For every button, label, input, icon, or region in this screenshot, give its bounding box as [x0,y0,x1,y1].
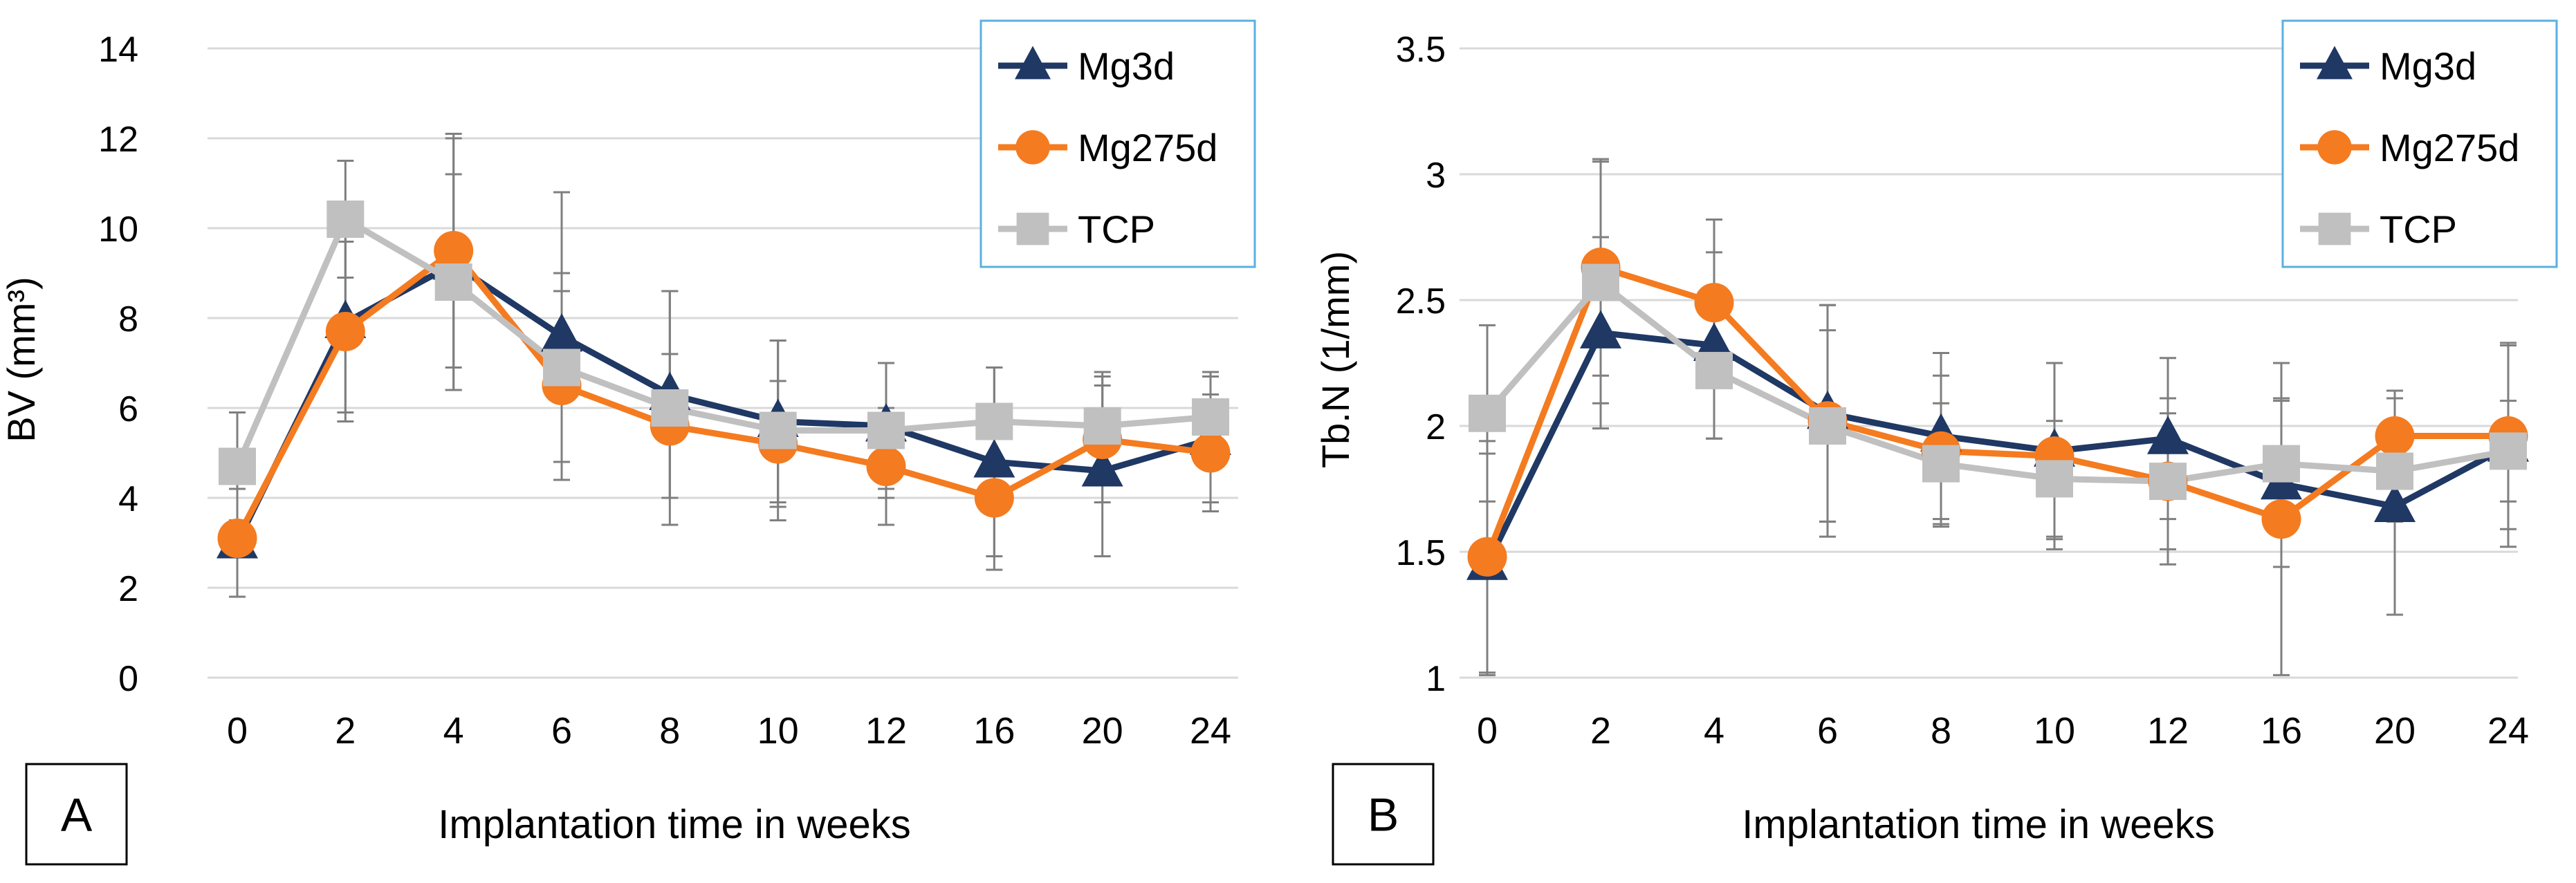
y-tick-label: 14 [98,30,138,70]
y-tick-label: 2 [1426,407,1446,447]
data-point-tcp [2036,460,2073,498]
data-point-tcp [1809,407,1846,445]
data-point-tcp [326,201,365,238]
data-point-mg275d [1190,433,1231,473]
y-tick-label: 10 [98,210,138,250]
x-tick-label: 10 [2034,710,2075,752]
x-tick-label: 4 [1704,710,1724,752]
data-point-mg275d [1467,537,1507,577]
x-tick-label: 12 [2147,710,2189,752]
series-line-mg275d [1484,264,2508,558]
data-point-tcp [543,348,580,387]
data-point-mg275d [1694,283,1734,323]
data-point-mg275d [2261,499,2301,539]
data-point-tcp [434,263,472,301]
legend-label: Mg275d [1078,126,1217,169]
y-tick-label: 6 [118,389,138,429]
x-tick-label: 20 [1082,710,1123,752]
data-point-tcp [1469,394,1506,432]
data-point-mg275d [217,519,257,558]
data-point-mg275d [434,231,474,270]
x-tick-label: 12 [865,710,907,752]
legend-marker-mg275d [2317,130,2352,165]
legend-marker-mg3d [1015,46,1051,80]
y-tick-label: 12 [98,120,138,160]
legend-label: Mg275d [2380,126,2519,169]
data-point-tcp [975,402,1013,440]
data-point-tcp [2149,463,2187,501]
panel-label-box [25,763,128,866]
data-point-tcp [1582,263,1619,301]
data-point-mg3d [1693,322,1735,362]
x-axis-title: Implantation time in weeks [1742,802,2214,847]
x-axis-title: Implantation time in weeks [438,802,910,847]
y-axis-title: Tb.N (1/mm) [1314,251,1357,468]
data-point-tcp [219,447,256,485]
x-tick-label: 6 [551,710,572,752]
legend-marker-mg275d [1015,130,1050,165]
data-point-tcp [2490,432,2527,470]
x-tick-label: 0 [227,710,248,752]
data-point-mg3d [2147,416,2189,454]
data-point-mg3d [973,439,1015,478]
series-line-mg275d [234,248,1211,540]
data-point-mg3d [1081,448,1123,487]
panel-b-chart: 11.522.533.50 2 4 6 8 10 12 16 20 24Implantation … [1314,19,2558,866]
x-tick-label: 10 [757,710,799,752]
series-line-mg3d [1484,329,2510,566]
legend-marker-tcp [1016,212,1049,245]
y-tick-label: 3 [1426,156,1446,196]
legend-label: Mg3d [1078,44,1175,88]
y-tick-label: 1 [1426,659,1446,699]
series-line-tcp [234,216,1211,468]
data-point-mg275d [325,312,365,351]
x-tick-label: 2 [1590,710,1611,752]
x-tick-label: 16 [973,710,1015,752]
y-axis-title: BV (mm³) [0,277,43,443]
x-tick-label: 16 [2261,710,2302,752]
y-tick-label: 3.5 [1396,30,1446,70]
x-tick-label: 8 [1931,710,1951,752]
data-point-mg275d [974,478,1014,518]
x-tick-label: 24 [2487,710,2529,752]
x-tick-label: 6 [1817,710,1838,752]
x-tick-label: 8 [659,710,680,752]
series-line-tcp [1484,279,2509,485]
data-point-mg3d [1580,310,1621,348]
data-point-tcp [867,411,905,449]
panel-label-box [1332,763,1435,866]
legend-marker-tcp [2318,212,2351,245]
data-point-mg275d [2375,416,2415,456]
data-point-tcp [2376,452,2413,490]
y-tick-label: 8 [118,299,138,340]
data-point-mg3d [541,313,582,352]
y-tick-label: 2 [118,569,138,609]
x-tick-label: 2 [335,710,356,752]
y-tick-label: 4 [118,479,138,519]
y-tick-label: 0 [118,659,138,699]
data-point-tcp [2263,445,2300,483]
data-point-tcp [1695,351,1733,389]
data-point-tcp [1083,407,1121,445]
panel-label: B [1368,789,1399,842]
legend-label: TCP [1078,207,1155,251]
x-tick-label: 0 [1477,710,1498,752]
y-tick-label: 2.5 [1396,281,1446,322]
data-point-tcp [651,389,689,427]
data-point-mg275d [866,447,906,486]
data-point-tcp [1192,398,1229,436]
data-point-tcp [1922,445,1960,483]
panel-label: A [61,789,93,842]
legend-label: Mg3d [2380,44,2476,88]
x-tick-label: 24 [1190,710,1231,752]
x-tick-label: 4 [443,710,464,752]
data-point-tcp [759,411,797,449]
legend-label: TCP [2380,207,2457,251]
legend-marker-mg3d [2317,46,2353,80]
x-tick-label: 20 [2374,710,2416,752]
y-tick-label: 1.5 [1396,533,1446,573]
data-point-mg3d [2374,483,2416,522]
